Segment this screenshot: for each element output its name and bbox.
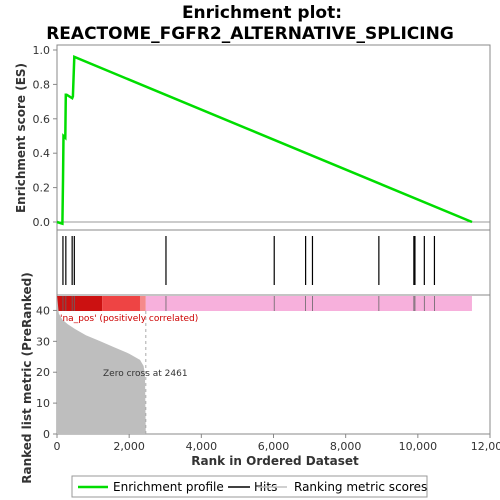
x-tick-label: 0 — [54, 440, 61, 453]
positive-correlation-label: 'na_pos' (positively correlated) — [60, 314, 198, 324]
enrichment-profile-line — [56, 55, 473, 226]
x-tick-label: 2,000 — [113, 440, 145, 453]
es-tick-label: 0.6 — [33, 113, 51, 126]
metric-tick-label: 20 — [36, 366, 50, 379]
es-tick-label: 1.0 — [33, 44, 51, 57]
x-tick-label: 12,000 — [471, 440, 500, 453]
hit-markers — [62, 236, 436, 285]
es-tick-label: 0.8 — [33, 78, 51, 91]
colorbar-segment — [145, 296, 472, 311]
es-axis: 0.0 0.2 0.4 0.6 0.8 1.0 — [33, 44, 57, 229]
es-tick-label: 0.2 — [33, 182, 51, 195]
x-tick-label: 8,000 — [330, 440, 362, 453]
es-tick-label: 0.0 — [33, 216, 51, 229]
colorbar-segment — [102, 296, 140, 311]
x-tick-label: 6,000 — [258, 440, 290, 453]
colorbar-segment — [57, 296, 103, 311]
ranking-metric-area — [57, 295, 146, 434]
metric-tick-label: 0 — [43, 428, 50, 441]
zero-cross-label: Zero cross at 2461 — [103, 369, 188, 379]
es-tick-label: 0.4 — [33, 147, 51, 160]
x-tick-label: 10,000 — [399, 440, 438, 453]
metric-tick-label: 10 — [36, 397, 50, 410]
chart-title-line-1: Enrichment plot: — [182, 3, 342, 23]
legend-enrichment-label: Enrichment profile — [113, 480, 224, 494]
hits-panel-frame — [56, 229, 491, 296]
x-axis: 0 2,000 4,000 6,000 8,000 10,000 12,000 — [54, 434, 500, 453]
metric-axis: 0 10 20 30 40 — [36, 304, 57, 441]
colorbar-segment — [139, 296, 146, 311]
metric-tick-label: 40 — [36, 304, 50, 317]
chart-title-line-2: REACTOME_FGFR2_ALTERNATIVE_SPLICING — [46, 24, 454, 44]
x-tick-label: 4,000 — [186, 440, 218, 453]
x-axis-label: Rank in Ordered Dataset — [191, 454, 359, 468]
metric-axis-label: Ranked list metric (PreRanked) — [20, 272, 34, 484]
metric-tick-label: 30 — [36, 335, 50, 348]
es-axis-label: Enrichment score (ES) — [14, 63, 28, 213]
legend: Enrichment profile Hits Ranking metric s… — [71, 475, 428, 498]
ranking-colorbar — [57, 296, 472, 311]
legend-metric-label: Ranking metric scores — [294, 480, 427, 494]
